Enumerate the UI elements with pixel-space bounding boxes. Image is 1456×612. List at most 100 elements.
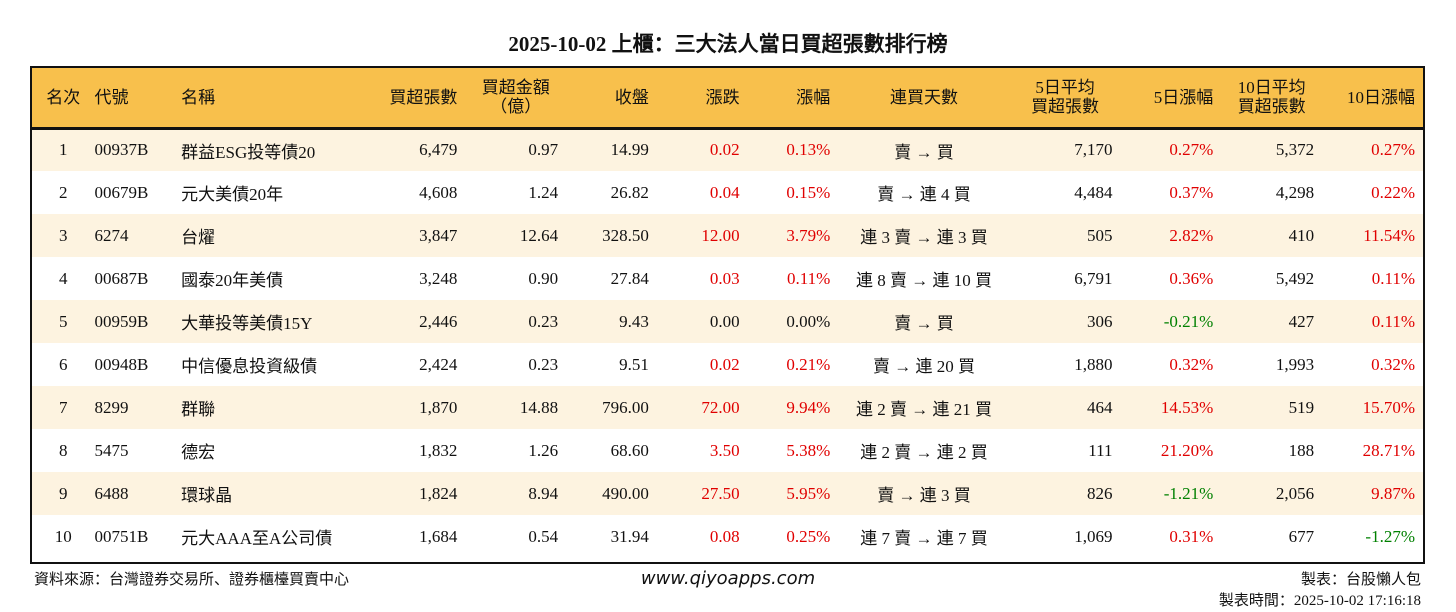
cell-rank: 6: [58, 354, 68, 374]
cell-avg10-lots: 410: [1288, 225, 1315, 245]
cell-change: 0.02: [709, 354, 740, 374]
generated-time: 製表時間：2025-10-02 17:16:18: [1218, 593, 1421, 609]
cell-streak: 連 8 賣 → 連 10 買: [855, 271, 992, 290]
cell-close: 796.00: [602, 397, 649, 417]
cell-net-buy-amount: 0.90: [528, 268, 559, 288]
cell-net-buy-lots: 1,824: [419, 483, 458, 503]
header-change-pct: 漲幅: [796, 87, 831, 107]
cell-net-buy-lots: 1,870: [419, 397, 458, 417]
cell-close: 328.50: [602, 225, 649, 245]
cell-rank: 3: [58, 225, 68, 245]
cell-streak: 賣 → 連 20 買: [872, 357, 975, 376]
cell-streak: 賣 → 買: [894, 314, 954, 333]
cell-rank: 9: [58, 483, 68, 503]
ranking-table: 名次 代號 名稱 買超張數 買超金額 （億） 收盤 漲跌 漲幅 連買天數 5日平均 買超張數 5日漲…: [32, 68, 1423, 558]
data-source: 資料來源：台灣證券交易所、證券櫃檯買賣中心: [34, 572, 350, 588]
cell-avg10-lots: 427: [1288, 311, 1315, 331]
cell-streak: 連 2 賣 → 連 2 買: [860, 443, 988, 462]
cell-pct10: 28.71%: [1362, 440, 1415, 460]
cell-net-buy-amount: 12.64: [519, 225, 559, 245]
ranking-table-container: 名次 代號 名稱 買超張數 買超金額 （億） 收盤 漲跌 漲幅 連買天數 5日平均 買超張數 5日漲…: [30, 66, 1425, 564]
cell-avg5-lots: 1,069: [1074, 526, 1113, 546]
cell-change-pct: 0.11%: [787, 268, 831, 288]
cell-change-pct: 0.21%: [786, 354, 831, 374]
cell-code: 00679B: [94, 182, 149, 202]
cell-avg5-lots: 6,791: [1074, 268, 1113, 288]
cell-name: 環球晶: [181, 486, 233, 505]
cell-change: 27.50: [701, 483, 740, 503]
cell-pct10: 0.32%: [1371, 354, 1415, 374]
cell-name: 德宏: [181, 443, 216, 462]
cell-close: 27.84: [610, 268, 649, 288]
header-avg5-lots: 5日平均 買超張數: [1031, 78, 1100, 117]
cell-net-buy-amount: 0.23: [528, 354, 559, 374]
cell-rank: 4: [58, 268, 68, 288]
cell-name: 群聯: [181, 400, 216, 419]
table-row[interactable]: 2 00679B 元大美債20年 4,608 1.24 26.82 0.04 0.15% 賣 →…: [32, 171, 1423, 214]
table-row[interactable]: 1 00937B 群益ESG投等債20 6,479 0.97 14.99 0.02 0.13%…: [32, 128, 1423, 171]
cell-name: 國泰20年美債: [181, 271, 284, 290]
cell-avg10-lots: 4,298: [1275, 182, 1315, 202]
cell-rank: 8: [58, 440, 68, 460]
cell-change-pct: 0.25%: [786, 526, 831, 546]
cell-code: 6488: [94, 483, 129, 503]
cell-close: 68.60: [610, 440, 649, 460]
cell-change: 0.04: [709, 182, 740, 202]
cell-streak: 賣 → 買: [894, 142, 954, 162]
cell-avg5-lots: 7,170: [1074, 140, 1113, 160]
cell-change: 12.00: [701, 225, 740, 245]
header-net-buy-lots: 買超張數: [389, 87, 458, 107]
cell-avg5-lots: 505: [1087, 225, 1113, 245]
cell-avg5-lots: 111: [1088, 440, 1113, 460]
cell-pct10: 0.22%: [1371, 182, 1415, 202]
table-row[interactable]: 5 00959B 大華投等美債15Y 2,446 0.23 9.43 0.00 0.00% 賣 …: [32, 300, 1423, 343]
website-link[interactable]: www.qiyoapps.com: [640, 568, 816, 589]
cell-change-pct: 5.95%: [786, 483, 831, 503]
cell-net-buy-lots: 6,479: [419, 140, 458, 160]
cell-avg10-lots: 1,993: [1275, 354, 1315, 374]
cell-close: 9.43: [619, 311, 649, 331]
cell-net-buy-amount: 1.26: [528, 440, 559, 460]
cell-change: 0.02: [709, 140, 740, 160]
cell-name: 群益ESG投等債20: [181, 142, 316, 162]
cell-code: 6274: [94, 225, 129, 245]
cell-pct5: 2.82%: [1169, 225, 1214, 245]
cell-code: 5475: [94, 440, 129, 460]
cell-net-buy-lots: 2,446: [419, 311, 458, 331]
cell-rank: 5: [58, 311, 68, 331]
cell-net-buy-amount: 0.97: [528, 140, 559, 160]
cell-pct5: 0.37%: [1169, 182, 1214, 202]
cell-close: 9.51: [619, 354, 649, 374]
cell-name: 元大美債20年: [181, 185, 284, 204]
cell-change-pct: 0.15%: [786, 182, 831, 202]
cell-rank: 7: [58, 397, 68, 417]
cell-name: 大華投等美債15Y: [181, 314, 313, 333]
cell-change: 72.00: [701, 397, 740, 417]
header-streak: 連買天數: [889, 87, 958, 107]
cell-avg5-lots: 4,484: [1074, 182, 1113, 202]
maker-label: 製表：台股懶人包: [1300, 572, 1421, 588]
header-name: 名稱: [181, 87, 216, 107]
cell-net-buy-amount: 14.88: [519, 397, 559, 417]
table-row[interactable]: 9 6488 環球晶 1,824 8.94 490.00 27.50 5.95% 賣 → 連 3…: [32, 472, 1423, 515]
cell-avg10-lots: 519: [1288, 397, 1315, 417]
cell-close: 490.00: [602, 483, 649, 503]
table-row[interactable]: 4 00687B 國泰20年美債 3,248 0.90 27.84 0.03 0.11% 連 8…: [32, 257, 1423, 300]
table-row[interactable]: 10 00751B 元大AAA至A公司債 1,684 0.54 31.94 0.08 0.25…: [32, 515, 1423, 558]
table-row[interactable]: 3 6274 台燿 3,847 12.64 328.50 12.00 3.79% 連 3 賣 →…: [32, 214, 1423, 257]
cell-avg5-lots: 1,880: [1074, 354, 1113, 374]
cell-pct10: 9.87%: [1371, 483, 1415, 503]
cell-streak: 賣 → 連 3 買: [877, 486, 971, 505]
cell-pct10: -1.27%: [1365, 526, 1415, 546]
cell-net-buy-amount: 1.24: [528, 182, 559, 202]
cell-avg5-lots: 306: [1087, 311, 1113, 331]
table-row[interactable]: 7 8299 群聯 1,870 14.88 796.00 72.00 9.94% 連 2 賣 →…: [32, 386, 1423, 429]
cell-code: 00687B: [94, 268, 149, 288]
header-pct10: 10日漲幅: [1347, 87, 1415, 107]
cell-change-pct: 9.94%: [786, 397, 831, 417]
cell-name: 元大AAA至A公司債: [181, 529, 333, 548]
table-row[interactable]: 6 00948B 中信優息投資級債 2,424 0.23 9.51 0.02 0.21% 賣 →…: [32, 343, 1423, 386]
header-rank: 名次: [46, 87, 81, 107]
table-header-row: 名次 代號 名稱 買超張數 買超金額 （億） 收盤 漲跌 漲幅 連買天數 5日平均 買超張數 5日漲…: [32, 68, 1423, 128]
table-row[interactable]: 8 5475 德宏 1,832 1.26 68.60 3.50 5.38% 連 2 賣 → 連 …: [32, 429, 1423, 472]
